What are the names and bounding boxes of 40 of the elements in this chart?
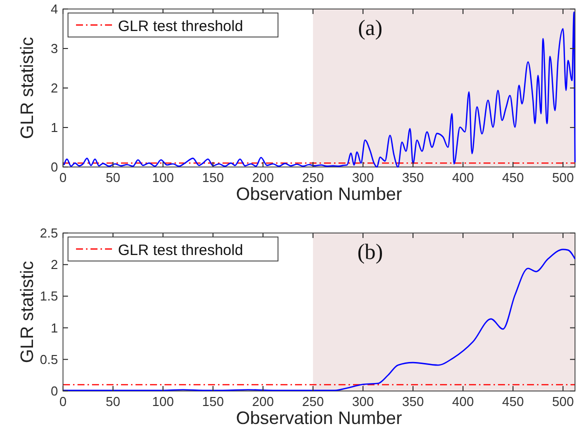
y-tick-label: 1 <box>50 120 58 135</box>
x-tick-label: 50 <box>106 170 120 185</box>
y-tick-label: 0 <box>50 160 58 174</box>
x-tick-label: 250 <box>302 394 324 409</box>
line-series <box>63 12 576 168</box>
x-tick-label: 400 <box>452 394 474 409</box>
x-tick-label: 500 <box>552 170 574 185</box>
annotation: (b) <box>357 239 384 264</box>
y-axis-title: GLR statistic <box>17 36 37 140</box>
x-tick-label: 350 <box>402 394 424 409</box>
x-tick-label: 200 <box>252 170 274 185</box>
x-tick-label: 450 <box>502 170 524 185</box>
x-axis-title: Observation Number <box>236 408 402 428</box>
y-axis-title: GLR statistic <box>17 260 37 364</box>
x-tick-label: 400 <box>452 170 474 185</box>
y-tick-label: 1.5 <box>40 288 58 304</box>
y-tick-label: 2 <box>50 257 58 272</box>
x-tick-label: 100 <box>152 394 174 409</box>
y-tick-label: 1 <box>50 320 58 336</box>
y-tick-label: 2 <box>50 80 58 96</box>
annotation: (a) <box>358 15 382 40</box>
x-tick-label: 150 <box>202 394 224 409</box>
x-tick-label: 100 <box>152 170 174 185</box>
x-tick-label: 150 <box>202 170 224 185</box>
legend-label: GLR test threshold <box>118 242 244 259</box>
y-tick-label: 0 <box>50 384 58 398</box>
y-tick-label: 0.5 <box>40 352 58 367</box>
x-tick-label: 50 <box>106 394 120 409</box>
x-tick-label: 250 <box>302 170 324 185</box>
x-tick-label: 300 <box>352 170 374 185</box>
y-tick-label: 3 <box>50 41 58 56</box>
x-tick-label: 500 <box>552 394 574 409</box>
legend-label: GLR test threshold <box>118 18 244 35</box>
x-tick-label: 350 <box>402 170 424 185</box>
x-tick-label: 450 <box>502 394 524 409</box>
x-tick-label: 200 <box>252 394 274 409</box>
x-tick-label: 300 <box>352 394 374 409</box>
y-tick-label: 4 <box>50 2 58 16</box>
x-axis-title: Observation Number <box>236 184 402 204</box>
y-tick-label: 2.5 <box>40 226 58 240</box>
